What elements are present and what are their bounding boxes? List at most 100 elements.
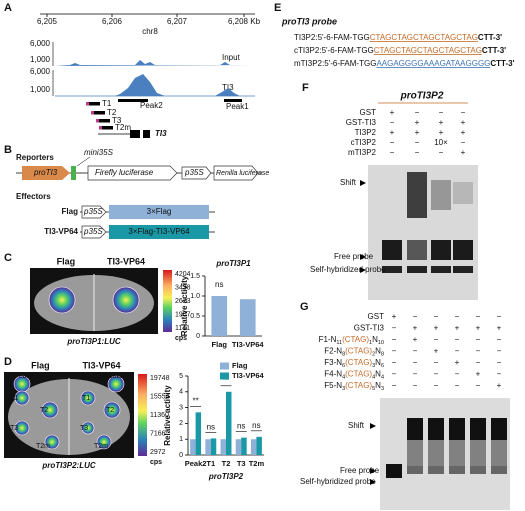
sign: − (476, 335, 481, 344)
probe-mark (99, 126, 102, 130)
panel-title: proTI3 probe (281, 16, 337, 26)
leaf-caption: proTI3P1:LUC (66, 337, 121, 346)
sign: − (392, 381, 397, 390)
row-label-part: 10 (378, 340, 384, 346)
gene-exon (130, 130, 140, 138)
sequence-part: AAGAGGGGAAAGATAAGGGG (376, 59, 490, 68)
gel-arrow (360, 267, 366, 273)
row-label-part: 8 (342, 352, 345, 358)
leaf-side: TI3-VP64 (82, 360, 120, 370)
row-label-part: (CTAG) (345, 381, 372, 390)
luc-spot (14, 420, 30, 436)
y-tick-label: 4 (179, 389, 183, 396)
row-label-part: TI3P2 (355, 128, 377, 137)
row-label-part: F5-N (324, 381, 342, 390)
track-tick: 1,000 (30, 85, 51, 94)
band (407, 466, 423, 474)
sign: 10× (434, 138, 448, 147)
panel-title: proTI3P2 (400, 91, 444, 102)
sign: − (415, 108, 420, 117)
peak-bar (224, 99, 242, 102)
row-label: F1-N11(CTAG)1N10 (319, 335, 384, 346)
smear (491, 440, 507, 466)
panel-label: A (4, 2, 12, 14)
gene-label: TI3 (155, 129, 167, 138)
shift-band (407, 172, 427, 218)
row-label-part: 1 (369, 340, 372, 346)
sign: − (392, 347, 397, 356)
sign: − (497, 335, 502, 344)
track-name: TI3 (222, 83, 234, 92)
row-label-part: 6 (342, 363, 345, 369)
bar (239, 299, 256, 336)
bar (220, 439, 226, 455)
spot-label: T1 (10, 395, 18, 402)
row-label-part: mTI3P2 (348, 148, 377, 157)
sign: − (461, 108, 466, 117)
sign: − (413, 358, 418, 367)
bar (226, 391, 232, 455)
sign: − (434, 370, 439, 379)
gel-arrow (370, 479, 376, 485)
row-label-part: GST-TI3 (354, 324, 385, 333)
gel-label: Shift (340, 178, 357, 187)
sign: − (434, 381, 439, 390)
row-label-part: 3 (342, 386, 345, 392)
sign: − (497, 358, 502, 367)
probe-mark (91, 111, 94, 115)
sign: + (390, 128, 395, 137)
row-label-part: N (372, 335, 378, 344)
sign: − (413, 312, 418, 321)
sign: + (390, 108, 395, 117)
annotation: ns (215, 280, 223, 289)
x-axis-label: proTI3P2 (208, 472, 244, 481)
probe-bar (96, 119, 110, 123)
luc-spot (48, 286, 76, 314)
row-label-part: 6 (381, 363, 384, 369)
y-tick-label: 0 (196, 333, 200, 340)
legend-swatch (220, 362, 229, 370)
gel-arrow (370, 423, 376, 429)
gene-exon (143, 130, 150, 138)
bar (190, 439, 196, 455)
y-axis-label: Relative activity (163, 385, 172, 446)
bar (210, 438, 217, 455)
x-tick-label: Flag (212, 340, 228, 349)
probe-mark (96, 119, 99, 123)
row-label: cTI3P2 (351, 138, 377, 147)
peak-label: Peak1 (226, 102, 249, 111)
sign: − (415, 138, 420, 147)
row-label: TI3P2 (355, 128, 377, 137)
colorbar-unit: cps (150, 459, 162, 466)
sign: + (497, 324, 502, 333)
row-label: mTI3P2 (348, 148, 377, 157)
mini35s-box (71, 166, 76, 180)
gel-label: Self-hybridized probe (300, 477, 376, 486)
row-label-part: N (375, 347, 381, 356)
coord-label: 6,205 (37, 17, 58, 26)
row-label: GST-TI3 (354, 324, 385, 333)
row-label-part: N (375, 358, 381, 367)
promoter-arrow (22, 166, 70, 180)
sign: − (434, 358, 439, 367)
sign: − (455, 312, 460, 321)
colorbar-tick: 2673 (175, 298, 191, 305)
band (431, 240, 451, 260)
promoter-label: p35S (83, 207, 103, 216)
effector-box (109, 225, 209, 239)
colorbar (138, 374, 147, 456)
row-label-part: (CTAG) (345, 358, 372, 367)
bar (250, 439, 257, 455)
coord-label: 6,207 (167, 17, 188, 26)
band (382, 266, 402, 273)
sign: + (476, 370, 481, 379)
panel-label: C (4, 252, 12, 264)
sign: − (476, 358, 481, 367)
colorbar-tick: 3438 (175, 284, 191, 291)
luc-spot (103, 401, 121, 419)
effector-name: Flag (62, 207, 79, 216)
legend-label: TI3-VP64 (232, 371, 265, 380)
sign: + (439, 118, 444, 127)
section-label: Reporters (16, 153, 54, 162)
probe-sequence: TI3P2:5'-6-FAM-TGGCTAGCTAGCTAGCTAGCTAGCT… (294, 33, 502, 42)
